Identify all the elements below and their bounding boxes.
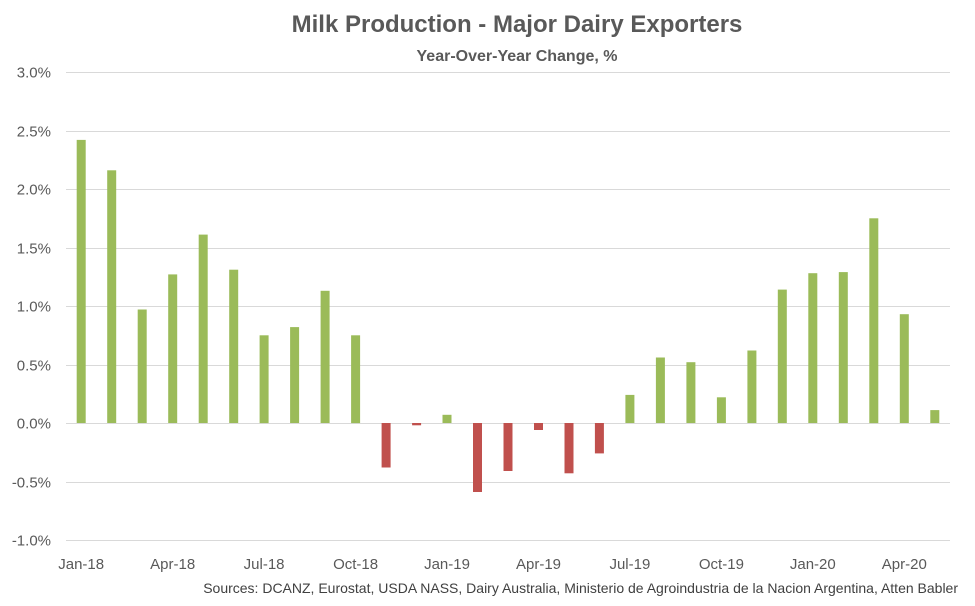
- bar-nov-19: [747, 350, 757, 423]
- y-axis-tick-labels: 3.0% 2.5% 2.0% 1.5% 1.0% 0.5% 0.0% -0.5% -1.0%: [12, 65, 51, 550]
- x-tick-label: Jan-18: [58, 556, 104, 573]
- y-tick-label: -1.0%: [12, 533, 51, 550]
- bar-apr-18: [168, 274, 178, 423]
- bar-jan-18: [76, 139, 86, 423]
- x-tick-label: Oct-18: [333, 556, 378, 573]
- y-tick-label: 2.5%: [17, 124, 51, 141]
- bar-aug-19: [655, 357, 665, 423]
- x-tick-label: Apr-18: [150, 556, 195, 573]
- bar-aug-18: [290, 327, 300, 423]
- bar-dec-18: [412, 423, 422, 426]
- bar-may-20: [930, 410, 940, 423]
- bar-jul-18: [259, 335, 269, 424]
- bar-dec-19: [777, 289, 787, 423]
- x-tick-label: Jan-19: [424, 556, 470, 573]
- y-tick-label: 0.0%: [17, 416, 51, 433]
- y-tick-label: 3.0%: [17, 65, 51, 82]
- bar-feb-18: [107, 170, 117, 423]
- chart-source: Sources: DCANZ, Eurostat, USDA NASS, Dai…: [203, 580, 958, 596]
- y-tick-label: 1.0%: [17, 299, 51, 316]
- bar-oct-18: [351, 335, 361, 424]
- bar-sep-18: [320, 290, 330, 423]
- bar-mar-18: [137, 309, 147, 423]
- bar-feb-20: [838, 272, 848, 423]
- bar-may-19: [564, 423, 574, 474]
- gridlines: [66, 72, 950, 541]
- bar-jan-20: [808, 273, 818, 423]
- bar-apr-19: [534, 423, 543, 430]
- x-tick-label: Jul-19: [609, 556, 650, 573]
- y-tick-label: 2.0%: [17, 182, 51, 199]
- bar-mar-19: [503, 423, 513, 471]
- bar-nov-18: [381, 423, 391, 468]
- bar-mar-20: [869, 218, 879, 424]
- bar-jun-18: [229, 269, 239, 423]
- x-tick-label: Oct-19: [699, 556, 744, 573]
- y-tick-label: -0.5%: [12, 475, 51, 492]
- chart-subtitle: Year-Over-Year Change, %: [417, 48, 618, 65]
- chart-title: Milk Production - Major Dairy Exporters: [292, 11, 743, 38]
- x-tick-label: Apr-20: [882, 556, 927, 573]
- x-tick-label: Jan-20: [790, 556, 836, 573]
- bars: [76, 139, 940, 492]
- bar-jan-19: [442, 414, 452, 423]
- bar-feb-19: [473, 423, 482, 492]
- bar-may-18: [198, 234, 208, 423]
- x-tick-label: Apr-19: [516, 556, 561, 573]
- bar-jul-19: [625, 394, 635, 423]
- y-tick-label: 0.5%: [17, 358, 51, 375]
- x-tick-label: Jul-18: [244, 556, 285, 573]
- bar-sep-19: [686, 362, 696, 423]
- bar-apr-20: [899, 314, 909, 423]
- x-axis-tick-labels: Jan-18 Apr-18 Jul-18 Oct-18 Jan-19 Apr-19 Jul-…: [58, 556, 927, 573]
- bar-jun-19: [594, 423, 604, 454]
- bar-oct-19: [716, 397, 726, 423]
- y-tick-label: 1.5%: [17, 241, 51, 258]
